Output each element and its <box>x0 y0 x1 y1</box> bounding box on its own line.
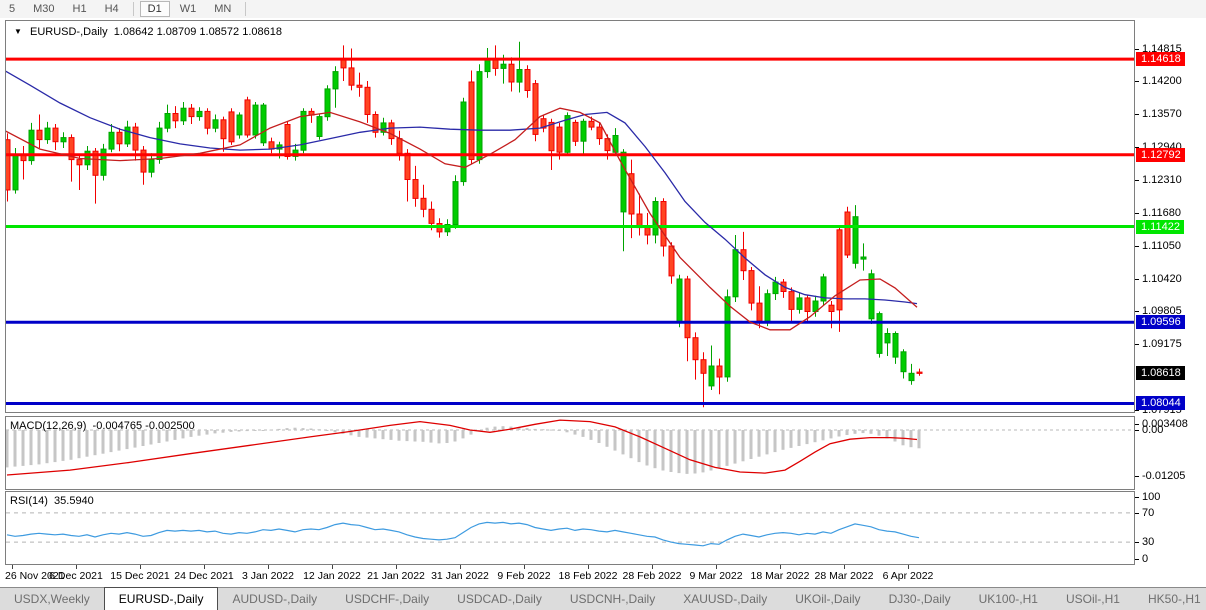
date-label: 6 Dec 2021 <box>49 570 103 582</box>
date-axis[interactable]: 26 Nov 2021 6 Dec 2021 15 Dec 2021 24 Dec 2… <box>5 565 1135 586</box>
date-label: 18 Feb 2022 <box>558 570 618 582</box>
date-tick-mark <box>524 565 525 569</box>
date-tick-mark <box>204 565 205 569</box>
date-tick-mark <box>140 565 141 569</box>
date-label: 24 Dec 2021 <box>174 570 234 582</box>
timeframe-button-H4[interactable]: H4 <box>104 3 119 15</box>
tab-uk100-h1[interactable]: UK100-,H1 <box>978 592 1038 606</box>
date-tick-mark <box>716 565 717 569</box>
tab-dj30-daily[interactable]: DJ30-,Daily <box>888 592 951 606</box>
date-tick-mark <box>12 565 13 569</box>
date-tick-mark <box>332 565 333 569</box>
level-price-badge: 1.11422 <box>1136 219 1184 234</box>
date-tick-mark <box>844 565 845 569</box>
date-tick-mark <box>780 565 781 569</box>
macd-value-main: -0.004765 <box>92 420 143 432</box>
tab-usdchf-daily[interactable]: USDCHF-,Daily <box>345 592 430 606</box>
current-price-badge: 1.08618 <box>1136 366 1185 381</box>
date-tick-mark <box>460 565 461 569</box>
chart-title: ▼ EURUSD-,Daily 1.08642 1.08709 1.08572 … <box>14 26 282 38</box>
date-label: 15 Dec 2021 <box>110 570 170 582</box>
timeframe-button-D1[interactable]: D1 <box>139 1 170 17</box>
price-chart-panel[interactable] <box>5 20 1135 413</box>
toolbar-separator <box>132 2 134 16</box>
date-label: 12 Jan 2022 <box>303 570 361 582</box>
timeframe-button-MN[interactable]: MN <box>214 3 232 15</box>
tab-usdcad-daily[interactable]: USDCAD-,Daily <box>457 592 542 606</box>
tab-xauusd-daily[interactable]: XAUUSD-,Daily <box>683 592 768 606</box>
ohlc-low: 1.08572 <box>199 26 240 38</box>
date-label: 31 Jan 2022 <box>431 570 489 582</box>
date-label: 18 Mar 2022 <box>750 570 810 582</box>
date-label: 28 Feb 2022 <box>622 570 682 582</box>
timeframe-button-5[interactable]: 5 <box>9 3 16 15</box>
macd-name: MACD(12,26,9) <box>10 420 87 432</box>
chevron-down-icon[interactable]: ▼ <box>14 27 22 36</box>
date-label: 26 Nov 2021 <box>5 570 65 582</box>
ohlc-high: 1.08709 <box>156 26 197 38</box>
timeframe-button-M30[interactable]: M30 <box>33 3 55 15</box>
date-label: 28 Mar 2022 <box>814 570 874 582</box>
date-tick-mark <box>76 565 77 569</box>
date-label: 9 Mar 2022 <box>689 570 743 582</box>
date-label: 21 Jan 2022 <box>367 570 425 582</box>
rsi-indicator-panel[interactable] <box>5 491 1135 565</box>
level-price-badge: 1.08044 <box>1136 396 1185 411</box>
macd-value-signal: -0.002500 <box>145 420 195 432</box>
timeframe-button-H1[interactable]: H1 <box>72 3 87 15</box>
chart-symbol-label: EURUSD-,Daily <box>29 26 108 38</box>
level-price-badge: 1.12792 <box>1136 147 1185 162</box>
tab-audusd-daily[interactable]: AUDUSD-,Daily <box>232 592 318 606</box>
level-price-badge: 1.14618 <box>1136 52 1185 67</box>
date-tick-mark <box>268 565 269 569</box>
date-tick-mark <box>396 565 397 569</box>
tab-ukoil-daily[interactable]: UKOil-,Daily <box>795 592 861 606</box>
tab-hk50-h1[interactable]: HK50-,H1 <box>1147 592 1201 606</box>
rsi-name: RSI(14) <box>10 495 48 507</box>
timeframe-button-W1[interactable]: W1 <box>179 3 197 15</box>
level-price-badge: 1.09596 <box>1136 315 1185 330</box>
ohlc-open: 1.08642 <box>113 26 154 38</box>
tab-usdx-weekly[interactable]: USDX,Weekly <box>14 592 90 606</box>
date-label: 3 Jan 2022 <box>242 570 294 582</box>
rsi-label: RSI(14) 35.5940 <box>10 495 94 507</box>
tab-usoil-h1[interactable]: USOil-,H1 <box>1065 592 1120 606</box>
date-label: 9 Feb 2022 <box>497 570 551 582</box>
toolbar-separator <box>245 2 247 16</box>
ohlc-close: 1.08618 <box>242 26 282 38</box>
rsi-value: 35.5940 <box>54 495 94 507</box>
date-label: 6 Apr 2022 <box>882 570 934 582</box>
date-tick-mark <box>588 565 589 569</box>
timeframe-toolbar: 5 M30 H1 H4 D1 W1 MN <box>0 0 1206 18</box>
tab-eurusd-daily[interactable]: EURUSD-,Daily <box>103 587 219 610</box>
date-tick-mark <box>908 565 909 569</box>
date-tick-mark <box>652 565 653 569</box>
tab-usdcnh-daily[interactable]: USDCNH-,Daily <box>569 592 656 606</box>
macd-label: MACD(12,26,9) -0.004765 -0.002500 <box>10 420 195 432</box>
symbol-tab-bar: USDX,Weekly EURUSD-,Daily AUDUSD-,Daily USD… <box>0 587 1206 610</box>
